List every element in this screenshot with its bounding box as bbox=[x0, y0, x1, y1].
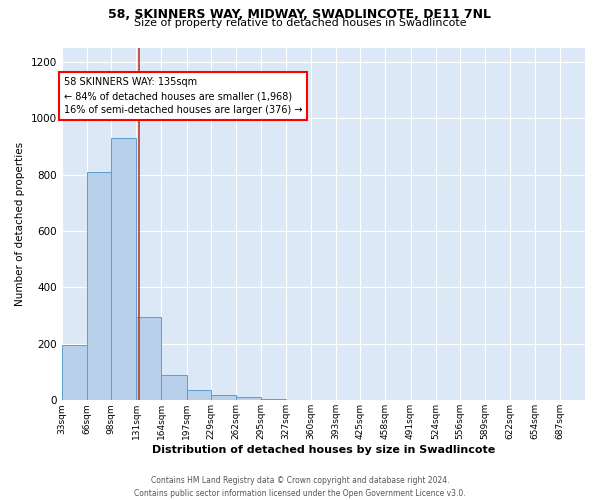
Y-axis label: Number of detached properties: Number of detached properties bbox=[15, 142, 25, 306]
Bar bbox=[187, 390, 211, 400]
X-axis label: Distribution of detached houses by size in Swadlincote: Distribution of detached houses by size … bbox=[152, 445, 495, 455]
Text: Size of property relative to detached houses in Swadlincote: Size of property relative to detached ho… bbox=[134, 18, 466, 28]
Text: Contains HM Land Registry data © Crown copyright and database right 2024.
Contai: Contains HM Land Registry data © Crown c… bbox=[134, 476, 466, 498]
Text: 58 SKINNERS WAY: 135sqm
← 84% of detached houses are smaller (1,968)
16% of semi: 58 SKINNERS WAY: 135sqm ← 84% of detache… bbox=[64, 77, 302, 115]
Bar bbox=[261, 399, 286, 400]
Bar bbox=[161, 376, 187, 400]
Bar bbox=[62, 346, 87, 401]
Text: 58, SKINNERS WAY, MIDWAY, SWADLINCOTE, DE11 7NL: 58, SKINNERS WAY, MIDWAY, SWADLINCOTE, D… bbox=[109, 8, 491, 20]
Bar bbox=[211, 394, 236, 400]
Bar bbox=[236, 398, 261, 400]
Bar bbox=[111, 138, 136, 400]
Bar bbox=[136, 317, 161, 400]
Bar bbox=[87, 172, 111, 400]
